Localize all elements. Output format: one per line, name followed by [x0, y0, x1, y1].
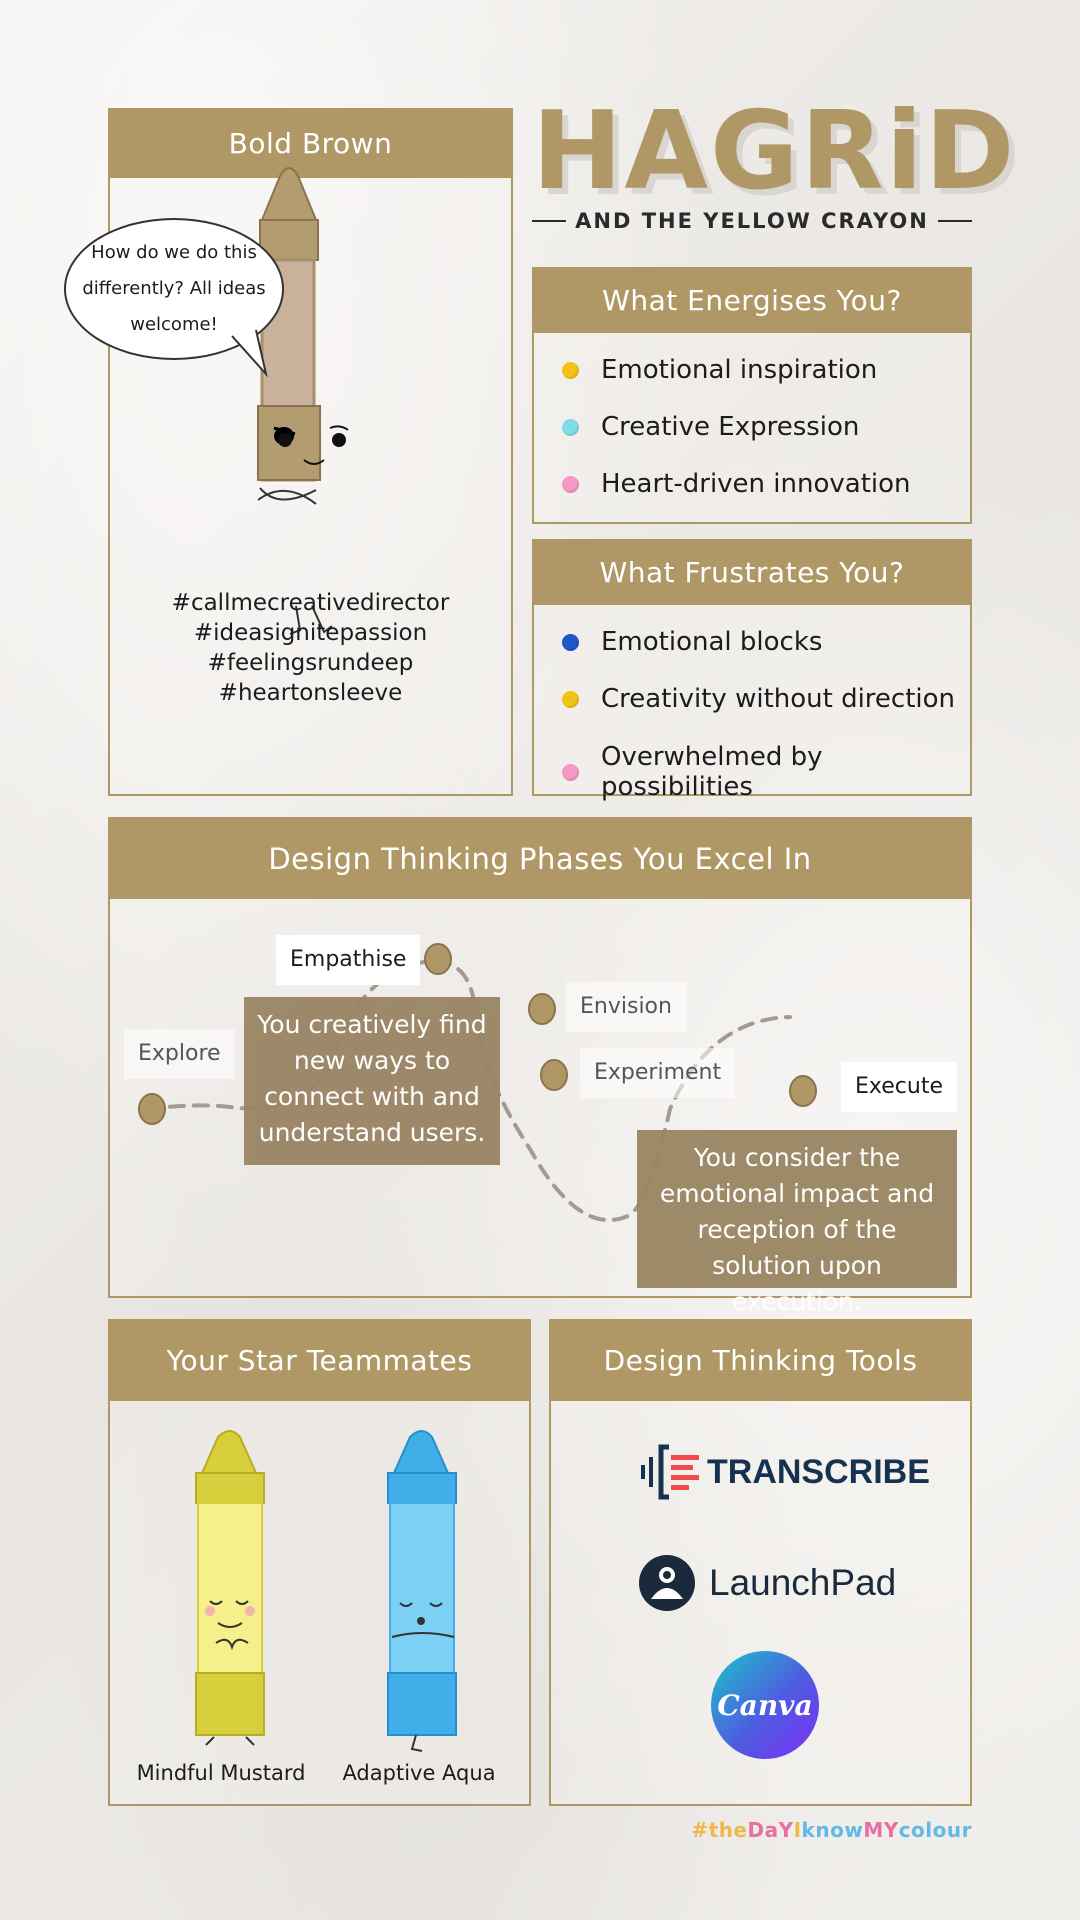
frustrates-item-label: Creativity without direction — [601, 684, 956, 714]
footer-hashtag-part: know — [801, 1818, 864, 1842]
energises-panel: What Energises You? Emotional inspiratio… — [532, 267, 972, 524]
profile-heading: Bold Brown — [110, 110, 511, 178]
list-item: Overwhelmed by possibilities — [562, 742, 970, 802]
hashtag-list: #callmecreativedirector #ideasignitepass… — [110, 588, 511, 708]
list-item: Emotional blocks — [562, 627, 822, 657]
hashtag-1: #callmecreativedirector — [171, 590, 450, 616]
energises-item-label: Emotional inspiration — [601, 355, 878, 385]
canva-wordmark: Canva — [717, 1688, 813, 1722]
mustard-crayon-illustration — [195, 1430, 265, 1746]
hashtag-4: #heartonsleeve — [218, 680, 403, 706]
list-item: Creative Expression — [562, 412, 859, 442]
hashtag-2: #ideasignitepassion — [193, 620, 428, 646]
tools-panel: Design Thinking Tools TRANSCRIBE LaunchP… — [549, 1319, 972, 1806]
launchpad-logo-icon — [639, 1555, 695, 1611]
launchpad-wordmark: LaunchPad — [709, 1562, 897, 1603]
empathise-description: You creatively find new ways to connect … — [244, 997, 500, 1165]
phase-experiment: Experiment — [580, 1048, 736, 1098]
tool-canva: Canva — [711, 1651, 819, 1759]
footer-hashtag-part: colour — [898, 1818, 972, 1842]
frustrates-heading: What Frustrates You? — [534, 541, 970, 605]
energises-heading: What Energises You? — [534, 269, 970, 333]
frustrates-panel: What Frustrates You? Emotional blocks Cr… — [532, 539, 972, 802]
phase-empathise: Empathise — [276, 935, 421, 985]
energises-item-label: Creative Expression — [601, 412, 860, 442]
yellow-dot-icon — [562, 361, 579, 379]
yellow-dot-icon — [562, 690, 579, 708]
teammate-name: Adaptive Aqua — [342, 1761, 496, 1785]
execute-description: You consider the emotional impact and re… — [637, 1130, 957, 1316]
speech-bubble-tail — [231, 329, 268, 378]
phase-envision: Envision — [566, 982, 686, 1032]
aqua-crayon-illustration — [387, 1430, 457, 1752]
speech-bubble: How do we do this differently? All ideas… — [64, 218, 284, 360]
footer-hashtag-part: I — [793, 1818, 802, 1842]
transcribe-logo-icon — [641, 1444, 699, 1500]
tool-transcribe: TRANSCRIBE — [639, 1443, 930, 1501]
canva-logo-icon: Canva — [711, 1651, 819, 1759]
pink-dot-icon — [562, 763, 579, 781]
frustrates-item-label: Overwhelmed by possibilities — [601, 742, 823, 802]
teammates-heading: Your Star Teammates — [110, 1321, 529, 1401]
page-subtitle: AND THE YELLOW CRAYON — [575, 209, 929, 233]
footer-hashtag: #theDaYIknowMYcolour — [691, 1818, 972, 1842]
teammates-panel: Your Star Teammates Mindful Mustard Adap… — [108, 1319, 531, 1806]
frustrates-item-label: Emotional blocks — [601, 627, 823, 657]
phase-explore: Explore — [124, 1029, 235, 1079]
subtitle-rule-left — [532, 220, 566, 222]
page-subtitle-row: AND THE YELLOW CRAYON — [532, 205, 972, 237]
list-item: Emotional inspiration — [562, 355, 877, 385]
pink-dot-icon — [562, 475, 579, 493]
footer-hashtag-part: DaY — [747, 1818, 794, 1842]
hashtag-3: #feelingsrundeep — [207, 650, 414, 676]
subtitle-rule-right — [937, 220, 972, 222]
list-item: Creativity without direction — [562, 684, 955, 714]
phase-execute: Execute — [841, 1062, 957, 1112]
footer-hashtag-part: #the — [691, 1818, 748, 1842]
tool-launchpad: LaunchPad — [637, 1553, 896, 1613]
energises-item-label: Heart-driven innovation — [601, 469, 911, 499]
page-title: HAGRiD — [532, 89, 1017, 214]
phases-panel: Design Thinking Phases You Excel In Expl… — [108, 817, 972, 1316]
list-item: Heart-driven innovation — [562, 469, 911, 499]
tools-heading: Design Thinking Tools — [551, 1321, 970, 1401]
transcribe-wordmark: TRANSCRIBE — [707, 1452, 930, 1491]
phases-heading: Design Thinking Phases You Excel In — [110, 819, 970, 899]
blue-dot-icon — [562, 633, 579, 651]
profile-panel: Bold Brown How do we do this differently… — [64, 108, 513, 796]
footer-hashtag-part: MY — [863, 1818, 899, 1842]
aqua-dot-icon — [562, 418, 579, 436]
teammate-name: Mindful Mustard — [136, 1761, 306, 1785]
